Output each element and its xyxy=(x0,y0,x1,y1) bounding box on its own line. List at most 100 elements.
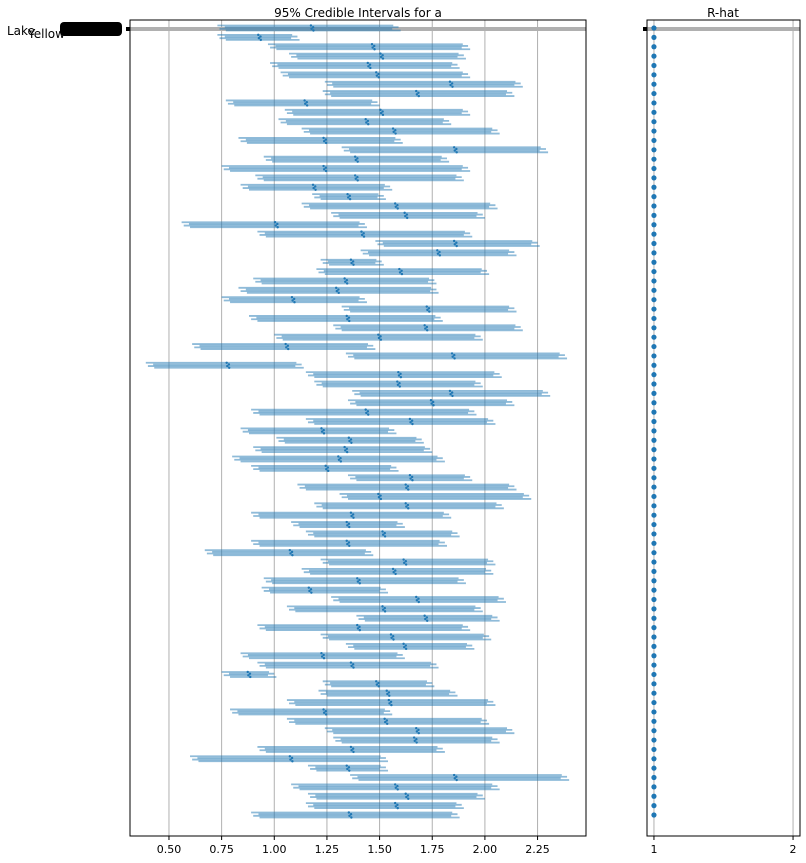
chain-mean-point xyxy=(448,389,452,393)
left-xtick-labels: 0.50 0.75 1.00 1.25 1.50 1.75 2.00 2.25 xyxy=(157,836,550,856)
chain-mean-point xyxy=(428,310,431,313)
rhat-point xyxy=(651,456,657,462)
chain-mean-point xyxy=(415,741,418,744)
chain-mean-point xyxy=(349,813,353,816)
ytick-mark-right xyxy=(643,27,647,31)
interval-row xyxy=(280,71,471,79)
chain-mean-point xyxy=(322,653,325,657)
chain-mean-point xyxy=(293,301,296,304)
chain-mean-point xyxy=(322,711,326,714)
interval-row xyxy=(251,511,452,519)
interval-row xyxy=(339,492,532,501)
chain-mean-point xyxy=(377,685,380,688)
rhat-point xyxy=(651,34,657,40)
chain-mean-point xyxy=(405,505,408,508)
chain-mean-point xyxy=(379,55,383,59)
chain-mean-point xyxy=(450,352,454,355)
chain-mean-point xyxy=(352,263,355,266)
interval-row xyxy=(341,305,517,313)
chain-mean-point xyxy=(425,619,429,622)
chain-mean-point xyxy=(246,670,249,674)
interval-row xyxy=(322,89,515,98)
chain-mean-point xyxy=(309,24,313,27)
left-axes-frame xyxy=(129,19,587,837)
chain-mean-point xyxy=(399,375,403,379)
rhat-point xyxy=(651,643,657,649)
interval-row xyxy=(345,352,568,360)
chain-mean-point xyxy=(398,271,402,274)
chain-mean-point xyxy=(326,466,330,469)
rhat-point xyxy=(651,81,657,87)
chain-mean-point xyxy=(349,438,353,441)
chain-mean-point xyxy=(406,485,410,488)
rhat-point xyxy=(651,447,657,453)
chain-mean-point xyxy=(347,811,351,814)
chain-mean-point xyxy=(228,366,231,369)
rhat-point xyxy=(651,512,657,518)
chain-mean-point xyxy=(449,392,452,396)
chain-mean-point xyxy=(362,232,365,235)
interval-row xyxy=(181,221,367,229)
rhat-point xyxy=(651,484,657,490)
chain-mean-point xyxy=(391,127,395,130)
interval-row xyxy=(263,577,466,585)
interval-row xyxy=(204,548,374,557)
chain-mean-point xyxy=(349,661,353,664)
chain-mean-point xyxy=(373,48,376,51)
chain-mean-point xyxy=(385,689,388,692)
chain-mean-point xyxy=(391,567,395,571)
interval-row xyxy=(238,286,439,295)
chain-mean-point xyxy=(348,439,351,443)
chain-mean-point xyxy=(383,606,386,610)
chain-mean-point xyxy=(379,52,382,55)
chain-mean-point xyxy=(425,305,428,308)
chain-mean-point xyxy=(415,595,418,599)
chain-mean-point xyxy=(347,196,350,199)
chain-mean-point xyxy=(393,202,397,205)
chain-mean-point xyxy=(257,36,261,40)
chain-mean-point xyxy=(276,226,279,229)
rhat-point xyxy=(651,812,657,818)
chain-mean-point xyxy=(404,792,407,795)
chain-mean-point xyxy=(396,204,399,207)
left-title: 95% Credible Intervals for a xyxy=(274,6,442,20)
chain-mean-point xyxy=(337,291,340,295)
chain-mean-point xyxy=(360,233,364,237)
chain-mean-point xyxy=(322,657,326,660)
rhat-point xyxy=(651,325,657,331)
interval-row xyxy=(257,230,473,238)
chain-mean-point xyxy=(393,783,397,786)
xtick-label: 1.00 xyxy=(262,843,287,856)
xtick-label: 0.50 xyxy=(157,843,182,856)
chain-mean-point xyxy=(311,26,315,29)
chain-mean-point xyxy=(453,353,456,357)
chain-mean-point xyxy=(324,166,327,169)
interval-row xyxy=(251,408,477,416)
chain-mean-point xyxy=(227,363,231,366)
chain-mean-point xyxy=(371,46,374,49)
chain-mean-point xyxy=(406,503,410,507)
xtick-label: 0.75 xyxy=(209,843,234,856)
chain-mean-point xyxy=(350,514,353,518)
chain-mean-point xyxy=(404,560,408,563)
chain-mean-point xyxy=(393,801,397,805)
interval-row xyxy=(320,633,492,641)
chain-mean-point xyxy=(415,93,419,96)
chain-mean-point xyxy=(396,380,399,383)
interval-row xyxy=(291,783,500,791)
interval-row xyxy=(255,174,464,182)
interval-row xyxy=(257,661,439,669)
rhat-point xyxy=(651,390,657,396)
chain-mean-point xyxy=(392,130,395,134)
chain-mean-point xyxy=(288,755,292,758)
chain-mean-point xyxy=(344,449,347,452)
interval-row xyxy=(301,127,500,135)
chain-mean-point xyxy=(337,455,340,458)
chain-mean-point xyxy=(388,702,391,705)
chain-mean-point xyxy=(423,324,426,327)
chain-mean-point xyxy=(312,29,315,32)
right-title: R-hat xyxy=(707,6,739,20)
interval-row xyxy=(286,605,483,613)
chain-mean-point xyxy=(343,277,346,280)
interval-row xyxy=(251,811,460,819)
